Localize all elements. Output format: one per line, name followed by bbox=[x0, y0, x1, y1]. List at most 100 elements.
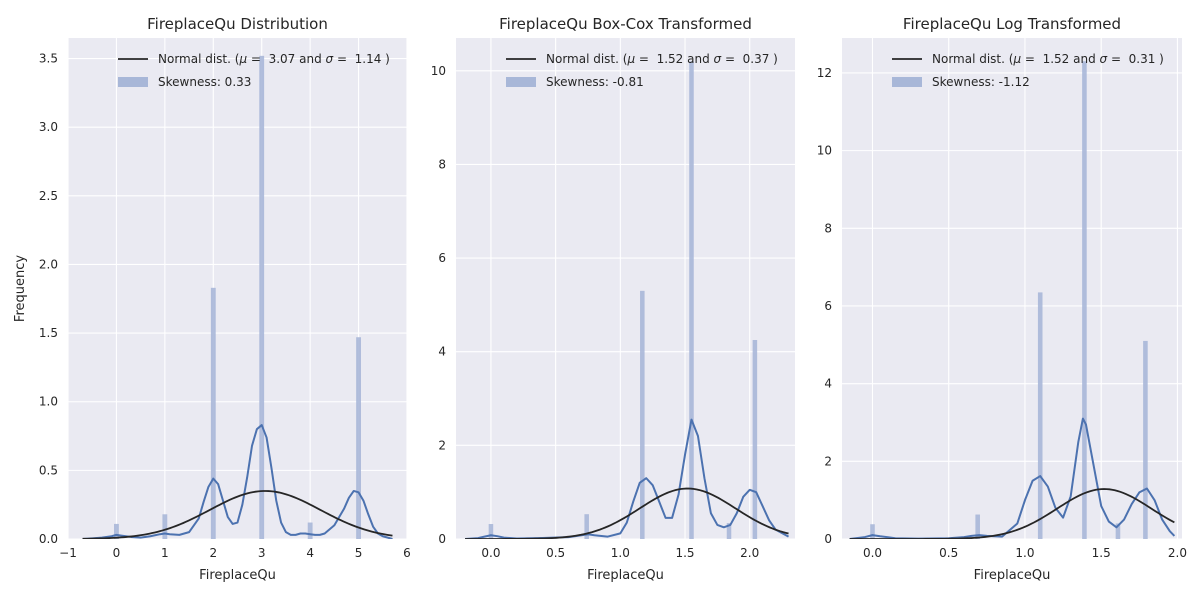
histogram-bar bbox=[726, 523, 732, 539]
mu-symbol: μ bbox=[1012, 52, 1021, 66]
plot-area bbox=[68, 38, 407, 539]
x-tick-label: 1.5 bbox=[1092, 546, 1111, 560]
legend: Normal dist. (μ = 1.52 and σ = 0.31 ) Ske… bbox=[892, 52, 1164, 89]
histogram-bar bbox=[356, 337, 361, 539]
chart-panel-3: 0.0 0.5 1.0 1.5 2.0 0 2 4 6 8 10 12 FireplaceQu Log … bbox=[817, 15, 1187, 583]
plot-content bbox=[82, 55, 393, 539]
histogram-bar bbox=[584, 514, 589, 539]
y-tick-label: 2 bbox=[438, 438, 446, 452]
normal-fit-line bbox=[465, 487, 789, 539]
x-tick-label: −1 bbox=[59, 546, 77, 560]
histogram-bar bbox=[1115, 523, 1121, 539]
histogram-bar bbox=[1037, 292, 1043, 539]
x-tick-label: 0.5 bbox=[939, 546, 958, 560]
x-tick-label: 6 bbox=[403, 546, 411, 560]
legend-patch-swatch bbox=[892, 77, 922, 87]
y-tick-label: 0.0 bbox=[39, 532, 58, 546]
x-tick-label: 1.0 bbox=[611, 546, 630, 560]
plot-content bbox=[849, 61, 1176, 539]
sigma-symbol: σ bbox=[1100, 52, 1108, 66]
histogram-bar bbox=[162, 514, 168, 539]
histogram-bar bbox=[870, 524, 875, 539]
histogram-bar bbox=[752, 340, 758, 539]
y-tick-label: 10 bbox=[431, 64, 446, 78]
chart-panel-1: −1 0 1 2 3 4 5 6 0.0 0.5 1.0 1.5 2.0 2.5 3.0 3.5 Firepla… bbox=[13, 15, 411, 583]
plot-area bbox=[456, 38, 795, 539]
sigma-symbol: σ bbox=[714, 52, 722, 66]
legend: Normal dist. (μ = 3.07 and σ = 1.14 ) Ske… bbox=[118, 52, 390, 89]
legend-patch-swatch bbox=[506, 77, 536, 87]
legend-prefix: Normal dist. ( bbox=[546, 52, 627, 66]
y-axis-label: Frequency bbox=[13, 255, 28, 322]
mu-value: = 1.52 and bbox=[1021, 52, 1099, 66]
y-tick-label: 1.5 bbox=[39, 326, 58, 340]
x-tick-label: 2 bbox=[209, 546, 217, 560]
plot-area bbox=[842, 38, 1182, 539]
chart-panel-2: 0.0 0.5 1.0 1.5 2.0 0 2 4 6 8 10 FireplaceQu Box-Co… bbox=[431, 15, 795, 583]
mu-value: = 3.07 and bbox=[247, 52, 325, 66]
legend-patch-swatch bbox=[118, 77, 148, 87]
x-tick-label: 2.0 bbox=[1168, 546, 1187, 560]
plot-content bbox=[464, 61, 790, 539]
normal-fit-line bbox=[82, 490, 393, 539]
x-tick-label: 1 bbox=[161, 546, 169, 560]
y-tick-label: 0 bbox=[824, 532, 832, 546]
legend-label-normal: Normal dist. (μ = 1.52 and σ = 0.31 ) bbox=[932, 52, 1164, 66]
chart-title: FireplaceQu Log Transformed bbox=[903, 15, 1121, 33]
histogram-bar bbox=[640, 290, 645, 539]
y-tick-label: 3.0 bbox=[39, 120, 58, 134]
x-tick-label: 0.0 bbox=[481, 546, 500, 560]
x-axis-label: FireplaceQu bbox=[199, 568, 276, 583]
y-tick-label: 10 bbox=[817, 144, 832, 158]
y-tick-label: 6 bbox=[824, 299, 832, 313]
sigma-value: = 0.37 ) bbox=[721, 52, 778, 66]
x-tick-label: 5 bbox=[355, 546, 363, 560]
sigma-value: = 0.31 ) bbox=[1107, 52, 1164, 66]
sigma-symbol: σ bbox=[326, 52, 334, 66]
x-tick-label: 2.0 bbox=[740, 546, 759, 560]
y-tick-label: 2.5 bbox=[39, 189, 58, 203]
y-tick-label: 2.0 bbox=[39, 257, 58, 271]
histogram-bar bbox=[689, 61, 694, 539]
y-tick-label: 4 bbox=[824, 377, 832, 391]
x-tick-label: 4 bbox=[306, 546, 314, 560]
x-tick-label: 3 bbox=[258, 546, 266, 560]
legend: Normal dist. (μ = 1.52 and σ = 0.37 ) Ske… bbox=[506, 52, 778, 89]
mu-value: = 1.52 and bbox=[635, 52, 713, 66]
y-tick-label: 8 bbox=[824, 221, 832, 235]
histogram-bar bbox=[307, 522, 313, 539]
legend-label-normal: Normal dist. (μ = 1.52 and σ = 0.37 ) bbox=[546, 52, 778, 66]
y-tick-label: 1.0 bbox=[39, 395, 58, 409]
y-tick-label: 12 bbox=[817, 66, 832, 80]
mu-symbol: μ bbox=[238, 52, 247, 66]
normal-fit-line bbox=[849, 488, 1175, 539]
mu-symbol: μ bbox=[626, 52, 635, 66]
x-tick-label: 0.0 bbox=[863, 546, 882, 560]
histogram-bar bbox=[1082, 61, 1087, 539]
legend-label-skewness: Skewness: 0.33 bbox=[158, 75, 251, 89]
y-tick-label: 6 bbox=[438, 251, 446, 265]
chart-title: FireplaceQu Distribution bbox=[147, 15, 328, 33]
x-tick-label: 1.0 bbox=[1015, 546, 1034, 560]
y-tick-label: 0.5 bbox=[39, 463, 58, 477]
x-axis-label: FireplaceQu bbox=[974, 568, 1051, 583]
histogram-bar bbox=[114, 523, 119, 539]
histogram-bar bbox=[259, 55, 265, 539]
x-tick-label: 0 bbox=[113, 546, 121, 560]
y-tick-label: 3.5 bbox=[39, 52, 58, 66]
x-axis-label: FireplaceQu bbox=[587, 568, 664, 583]
chart-title: FireplaceQu Box-Cox Transformed bbox=[499, 15, 752, 33]
histogram-bar bbox=[1143, 340, 1148, 539]
x-tick-label: 1.5 bbox=[675, 546, 694, 560]
y-tick-label: 8 bbox=[438, 157, 446, 171]
legend-label-skewness: Skewness: -0.81 bbox=[546, 75, 644, 89]
y-tick-label: 2 bbox=[824, 454, 832, 468]
x-tick-label: 0.5 bbox=[546, 546, 565, 560]
legend-prefix: Normal dist. ( bbox=[158, 52, 239, 66]
histogram-bar bbox=[488, 524, 494, 539]
kde-line bbox=[82, 424, 393, 539]
histogram-bar bbox=[210, 287, 216, 539]
legend-label-normal: Normal dist. (μ = 3.07 and σ = 1.14 ) bbox=[158, 52, 390, 66]
sigma-value: = 1.14 ) bbox=[333, 52, 390, 66]
